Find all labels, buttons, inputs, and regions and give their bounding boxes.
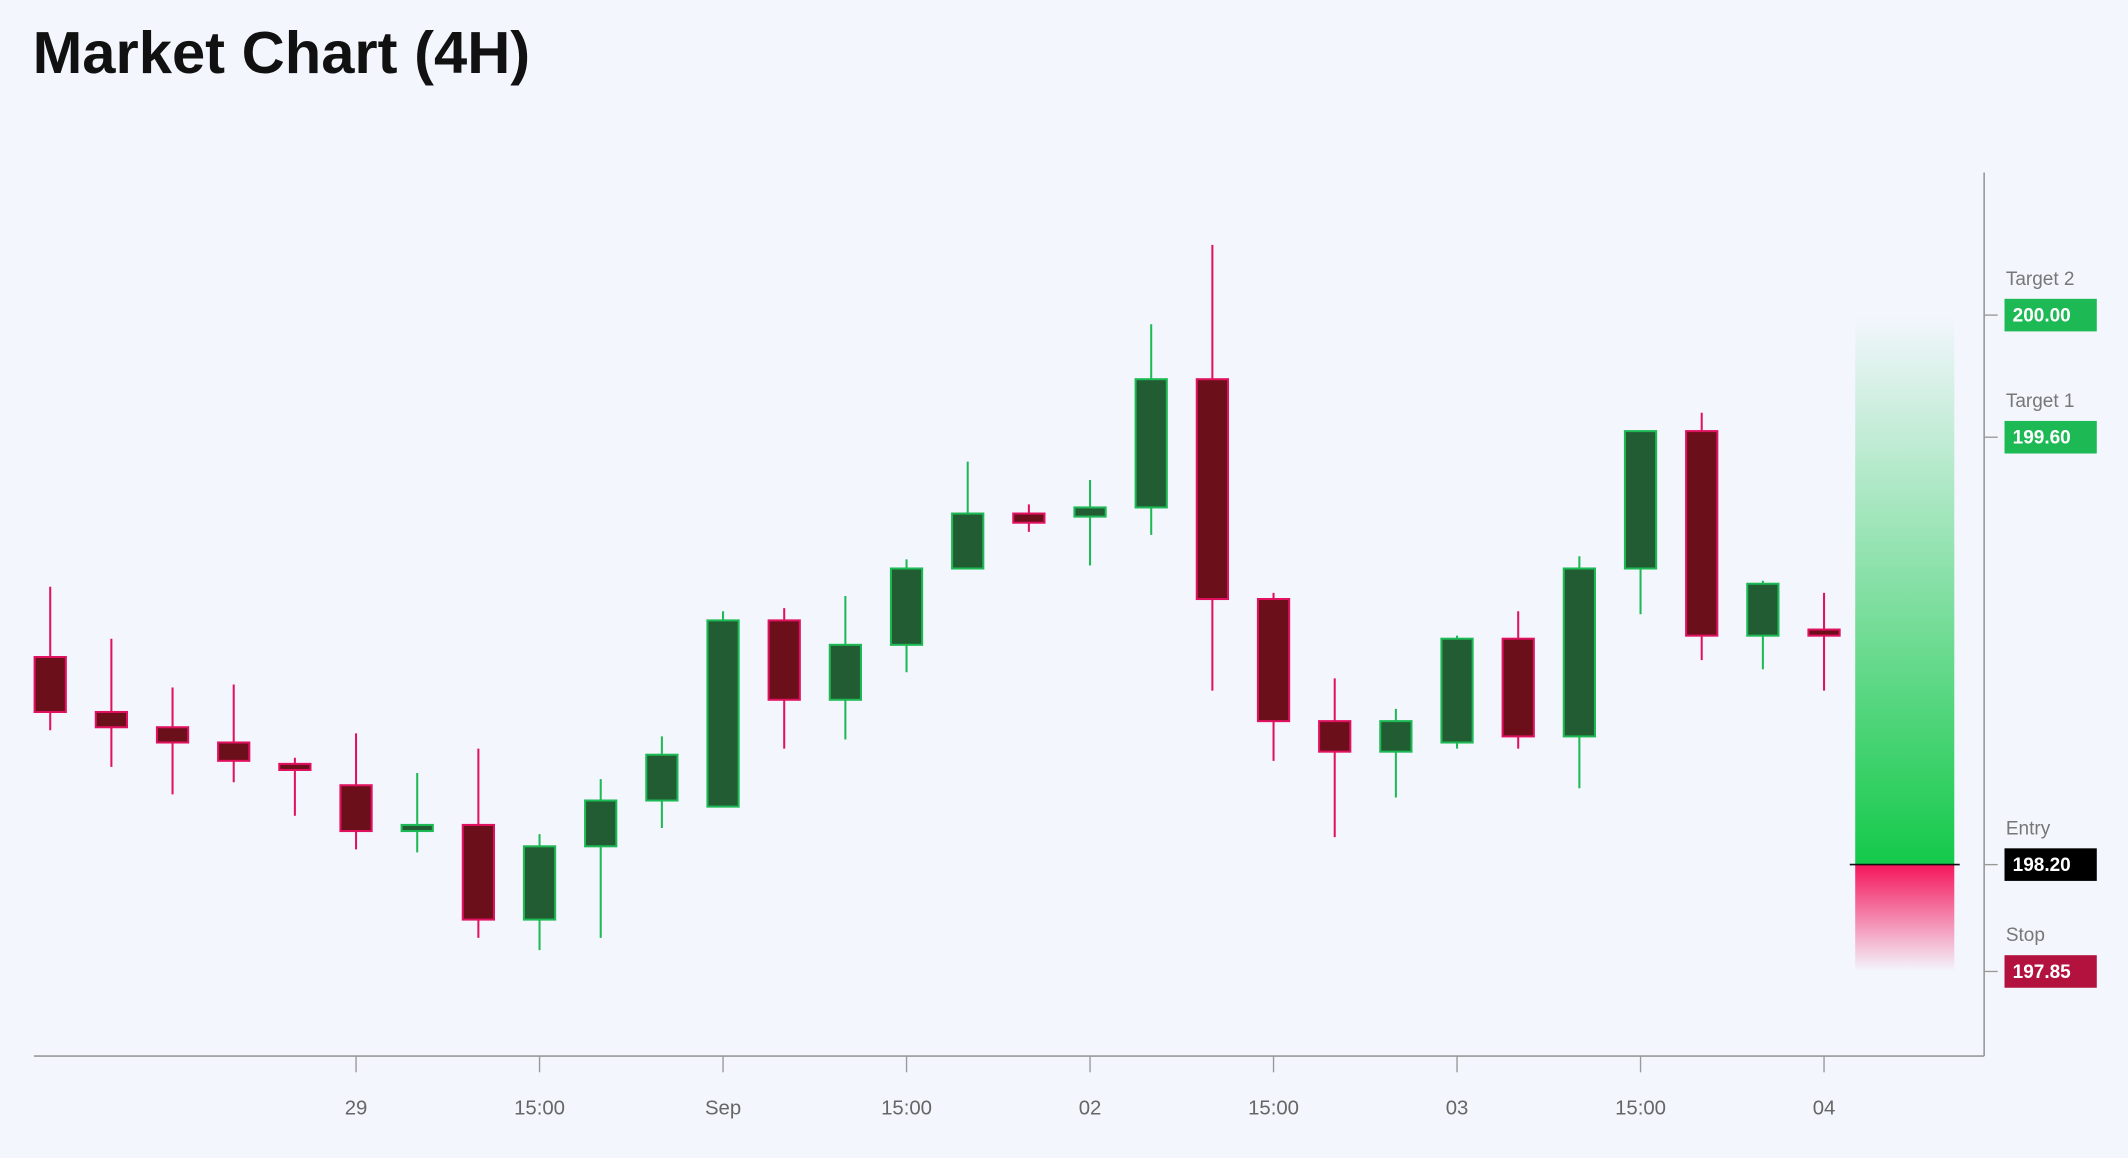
level-name: Target 2 — [2006, 269, 2075, 290]
level-badge — [2004, 420, 2097, 454]
candle-body — [1379, 720, 1413, 753]
level-name: Target 1 — [2006, 391, 2075, 412]
candle-body — [1012, 512, 1046, 524]
candle-body — [1623, 430, 1658, 570]
loss-zone — [1855, 864, 1955, 972]
chart-title: Market Chart (4H) — [33, 19, 531, 86]
candle-body — [889, 567, 924, 646]
candle-body — [645, 753, 679, 802]
x-tick-label: 02 — [1079, 1097, 1102, 1119]
candle-body — [1256, 598, 1291, 723]
level-badge — [2004, 848, 2097, 881]
x-tick-label: 15:00 — [1248, 1097, 1299, 1119]
candle-body — [33, 656, 67, 713]
candle-body — [1195, 378, 1230, 601]
level-label: 198.20 — [2013, 855, 2071, 876]
candle-body — [828, 643, 863, 701]
x-tick-label: 15:00 — [881, 1097, 932, 1119]
level-name: Stop — [2006, 925, 2045, 946]
x-tick-label: Sep — [705, 1097, 741, 1119]
candle-body — [94, 710, 129, 729]
level-name: Entry — [2006, 818, 2051, 839]
candle-body — [1685, 430, 1719, 637]
candle-body — [155, 726, 190, 744]
candle-body — [1440, 637, 1474, 744]
level-label: 200.00 — [2013, 305, 2071, 326]
candle-body — [522, 845, 557, 921]
candle-body — [1501, 637, 1535, 738]
candle-body — [339, 784, 373, 833]
candle-body — [461, 823, 496, 921]
candle-body — [1807, 628, 1841, 637]
candle-body — [217, 741, 251, 762]
profit-zone — [1855, 315, 1955, 865]
candle-body — [278, 762, 312, 771]
candle-body — [400, 823, 434, 833]
x-tick-label: 15:00 — [1615, 1097, 1666, 1119]
candle-body — [951, 512, 985, 570]
candle-body — [1134, 378, 1168, 509]
level-badge — [2004, 298, 2097, 332]
x-tick-label: 03 — [1446, 1097, 1469, 1119]
candle-body — [1073, 506, 1107, 518]
level-label: 197.85 — [2013, 962, 2072, 983]
candle-body — [1562, 567, 1596, 738]
candle-body — [1746, 582, 1780, 637]
level-badge — [2004, 955, 2097, 988]
candle-body — [584, 799, 618, 848]
x-tick-label: 15:00 — [514, 1097, 565, 1119]
level-label: 199.60 — [2013, 428, 2071, 449]
candle-body — [706, 619, 740, 808]
x-tick-label: 04 — [1813, 1097, 1836, 1119]
candle-body — [767, 619, 801, 701]
x-tick-label: 29 — [345, 1097, 368, 1119]
candle-body — [1318, 720, 1352, 753]
